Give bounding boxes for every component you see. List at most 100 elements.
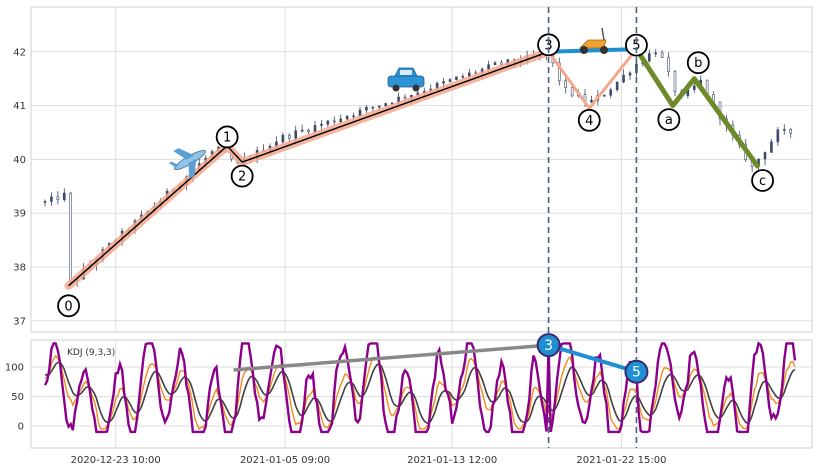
candle-body	[654, 52, 658, 55]
kdj-y-tick-label: 100	[5, 363, 24, 374]
candle-body	[455, 76, 458, 80]
candle-body	[281, 134, 285, 143]
candle-body	[365, 106, 368, 111]
candle-body	[377, 105, 381, 108]
candle-body	[50, 196, 53, 202]
candle-body	[590, 99, 593, 103]
kdj-divergence-marker	[624, 359, 649, 384]
correction-marker-label: c	[759, 174, 766, 189]
airplane-icon	[168, 148, 207, 179]
candle-body	[615, 81, 619, 91]
candle-body	[628, 72, 632, 76]
wave-marker-label: 4	[585, 114, 593, 129]
candle-body	[763, 152, 767, 160]
wave-marker-label: 2	[238, 170, 246, 185]
candle-body	[647, 53, 651, 62]
car-wheel	[412, 84, 420, 92]
y-tick-label: 40	[13, 155, 26, 166]
candle-body	[782, 129, 786, 131]
candle-body	[673, 71, 677, 93]
wave-marker	[57, 294, 80, 318]
candle-body	[313, 125, 317, 133]
price-panel	[30, 6, 813, 333]
car-wheel	[392, 84, 400, 92]
y-tick-label: 41	[13, 101, 26, 112]
scooter-handle	[601, 27, 605, 41]
kdj-legend: KDJ (9,3,3)	[67, 348, 115, 358]
candle-body	[487, 64, 490, 70]
candle-body	[564, 80, 568, 88]
wave-line-345	[547, 48, 638, 110]
kdj-k-line	[44, 354, 796, 431]
candle-body	[62, 192, 66, 201]
divergence-line-price	[548, 47, 637, 54]
candle-body	[56, 196, 60, 201]
scooter-icon	[579, 27, 608, 54]
wave-marker	[215, 125, 239, 149]
airplane-wing	[188, 158, 197, 179]
candle-body	[776, 129, 780, 143]
candle-body	[493, 62, 497, 65]
candle-body	[339, 118, 343, 123]
scooter-wheel	[580, 46, 588, 54]
candle-body	[789, 129, 793, 134]
correction-marker-label: b	[694, 56, 702, 71]
wave-marker	[537, 33, 560, 57]
candle-body	[384, 103, 388, 107]
candle-body	[332, 120, 336, 123]
y-tick-label: 42	[13, 47, 26, 58]
airplane-wing	[173, 148, 195, 160]
candle-body	[602, 94, 606, 97]
correction-marker	[657, 108, 681, 131]
x-tick-label: 2021-01-05 09:00	[240, 455, 330, 466]
car-window	[400, 70, 412, 75]
wave-marker-label: 1	[223, 130, 231, 145]
candle-body	[69, 192, 73, 283]
candle-body	[667, 57, 670, 72]
kdj-j-line	[43, 341, 797, 434]
candle-body	[557, 62, 561, 82]
candle-body	[43, 201, 47, 203]
correction-marker	[686, 51, 710, 75]
car-body	[387, 75, 425, 88]
candle-body	[352, 115, 355, 118]
kdj-divergence-line	[547, 343, 638, 374]
candle-body	[403, 96, 407, 99]
candle-body	[326, 120, 330, 125]
candle-body	[442, 81, 445, 84]
candle-body	[287, 134, 291, 139]
wave-marker	[230, 164, 254, 188]
scooter-wheel	[600, 46, 608, 54]
kdj-y-tick-label: 0	[18, 422, 24, 433]
wave-marker	[577, 108, 601, 132]
candle-body	[622, 74, 625, 83]
wave-line	[68, 51, 549, 287]
kdj-divergence-label: 3	[544, 338, 553, 354]
candle-body	[345, 116, 349, 120]
wave-marker-label: 5	[632, 39, 640, 54]
scooter-body	[579, 39, 607, 49]
candle-body	[358, 109, 362, 117]
candle-body	[320, 124, 323, 126]
y-tick-label: 38	[13, 263, 26, 274]
candle-body	[770, 141, 773, 153]
wave-marker-label: 0	[64, 299, 72, 314]
candle-body	[300, 129, 304, 132]
candle-body	[448, 79, 452, 82]
kdj-panel	[30, 339, 813, 449]
car-icon	[387, 67, 425, 92]
wave-marker	[625, 33, 648, 57]
y-tick-label: 37	[13, 316, 26, 327]
candle-body	[294, 130, 298, 139]
y-tick-label: 39	[13, 209, 26, 220]
correction-line	[634, 47, 761, 169]
candle-body	[461, 76, 465, 78]
candle-body	[660, 52, 664, 58]
kdj-divergence-marker	[536, 333, 561, 358]
correction-marker-label: a	[665, 113, 673, 128]
x-tick-label: 2021-01-22 15:00	[576, 455, 666, 466]
wave-marker-label: 3	[544, 38, 552, 53]
x-tick-label: 2020-12-23 10:00	[71, 455, 161, 466]
